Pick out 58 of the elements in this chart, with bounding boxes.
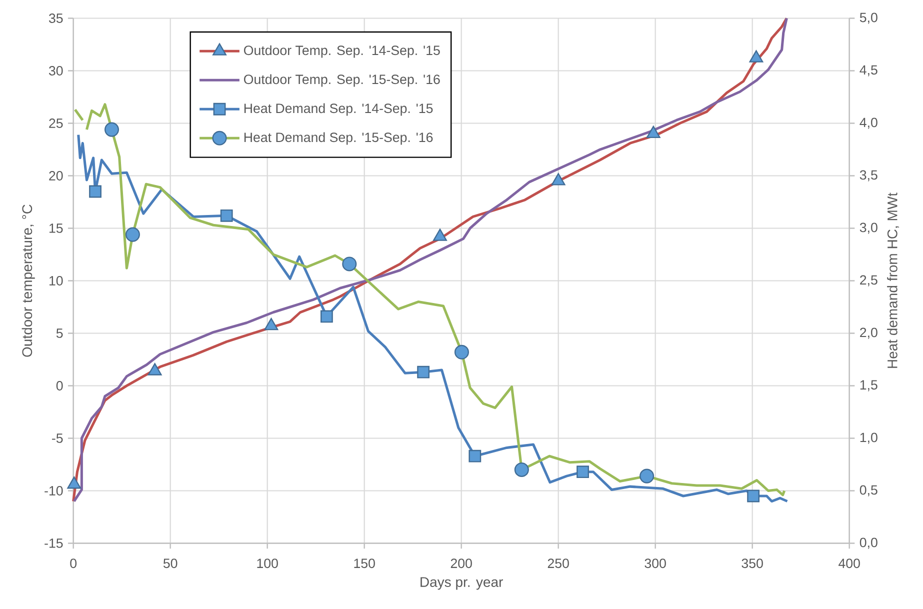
- y2-tick-label: 5,0: [860, 12, 878, 24]
- point: [514, 462, 529, 478]
- y2-tick-label: 0,0: [860, 538, 878, 549]
- x-tick-label: 200: [450, 558, 472, 568]
- x-tick-label: 150: [354, 558, 375, 568]
- point: [342, 256, 357, 272]
- x-tick-label: 400: [838, 558, 860, 568]
- y-tick-label: 35: [48, 14, 63, 23]
- x-tick-label: 350: [742, 558, 763, 568]
- y2-tick-label: 2,0: [860, 328, 878, 339]
- y2-tick-label: 4,0: [860, 118, 878, 129]
- point: [148, 363, 162, 376]
- x-tick-label: 50: [163, 558, 178, 568]
- y-tick-label: 15: [49, 224, 63, 233]
- y-tick-label: 10: [49, 276, 63, 286]
- y2-tick-label: 4,5: [860, 65, 878, 76]
- y2-axis-title: Heat demand from HC, MWt: [887, 192, 900, 368]
- point: [551, 173, 566, 186]
- point: [749, 50, 764, 62]
- y-tick-label: 5: [56, 328, 63, 338]
- legend-label: Heat Demand Sep. '15-Sep. '16: [244, 132, 433, 145]
- x-tick-label: 250: [548, 558, 569, 568]
- point: [433, 228, 447, 241]
- x-axis-title: Days pr. year: [420, 577, 503, 590]
- point: [264, 318, 278, 330]
- point: [67, 476, 82, 489]
- point: [104, 122, 120, 137]
- x-tick-label: 300: [644, 558, 666, 568]
- y-tick-label: 20: [49, 171, 63, 180]
- legend-label: Outdoor Temp. Sep. '15-Sep. '16: [244, 74, 440, 87]
- point: [468, 450, 482, 462]
- y2-tick-label: 0,5: [860, 485, 878, 496]
- y2-tick-label: 3,0: [860, 222, 878, 234]
- point: [320, 310, 333, 323]
- y2-tick-label: 1,5: [860, 380, 878, 392]
- x-tick-label: 100: [257, 558, 278, 568]
- point: [454, 344, 469, 360]
- y-axis-title: Outdoor temperature, °C: [22, 204, 35, 357]
- legend-label: Heat Demand Sep. '14-Sep. '15: [244, 103, 433, 116]
- y-tick-label: 25: [49, 118, 63, 128]
- point: [747, 490, 760, 502]
- y2-tick-label: 3,5: [860, 170, 878, 182]
- y-tick-label: -5: [52, 434, 63, 443]
- y-tick-label: -10: [44, 486, 63, 496]
- point: [646, 126, 660, 138]
- legend-label: Outdoor Temp. Sep. '14-Sep. '15: [244, 45, 440, 58]
- point: [417, 366, 430, 378]
- point: [220, 209, 233, 222]
- point: [576, 466, 589, 478]
- point: [89, 185, 102, 198]
- y-tick-label: 0: [56, 381, 63, 390]
- y-tick-label: -15: [44, 538, 63, 548]
- y-tick-label: 30: [48, 66, 63, 76]
- point: [640, 468, 654, 484]
- x-tick-label: 0: [70, 558, 77, 568]
- y2-tick-label: 1,0: [860, 432, 878, 444]
- y2-tick-label: 2,5: [860, 275, 878, 286]
- point: [125, 227, 140, 242]
